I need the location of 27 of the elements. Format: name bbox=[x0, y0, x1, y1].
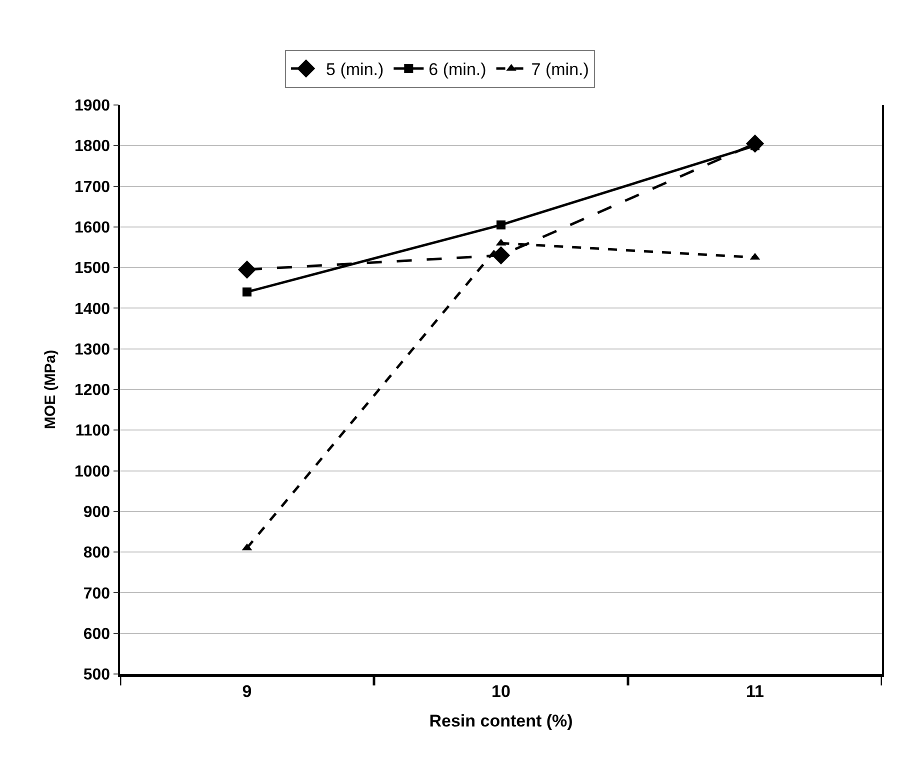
y-tick-label: 1100 bbox=[75, 422, 110, 440]
y-tick-label: 1500 bbox=[74, 260, 110, 278]
y-tick-label: 800 bbox=[83, 544, 110, 562]
y-tick-label: 1900 bbox=[74, 98, 110, 115]
y-tick-label: 1600 bbox=[74, 220, 110, 237]
y-tick-label: 500 bbox=[83, 666, 110, 684]
y-tick-label: 1700 bbox=[74, 178, 110, 196]
point bbox=[238, 260, 256, 279]
y-tick-label: 1000 bbox=[74, 463, 110, 480]
y-tick-label: 1400 bbox=[74, 300, 110, 318]
legend-label: 6 (min.) bbox=[428, 60, 486, 80]
point bbox=[242, 287, 252, 296]
x-tick-label: 9 bbox=[242, 682, 252, 702]
legend-label: 7 (min.) bbox=[531, 60, 589, 80]
y-tick-label: 1800 bbox=[74, 138, 110, 156]
y-tick-label: 1200 bbox=[74, 382, 110, 400]
y-tick-label: 900 bbox=[83, 504, 110, 522]
legend-label: 5 (min.) bbox=[326, 60, 384, 80]
y-tick-label: 600 bbox=[83, 626, 110, 643]
y-axis-title: MOE (MPa) bbox=[42, 350, 60, 430]
x-tick-label: 10 bbox=[492, 682, 510, 702]
point bbox=[492, 246, 510, 264]
y-tick-label: 1300 bbox=[74, 341, 110, 358]
x-axis-title: Resin content (%) bbox=[429, 712, 573, 731]
point bbox=[496, 220, 506, 230]
y-tick-label: 700 bbox=[83, 585, 110, 602]
x-tick-label: 11 bbox=[746, 682, 764, 702]
